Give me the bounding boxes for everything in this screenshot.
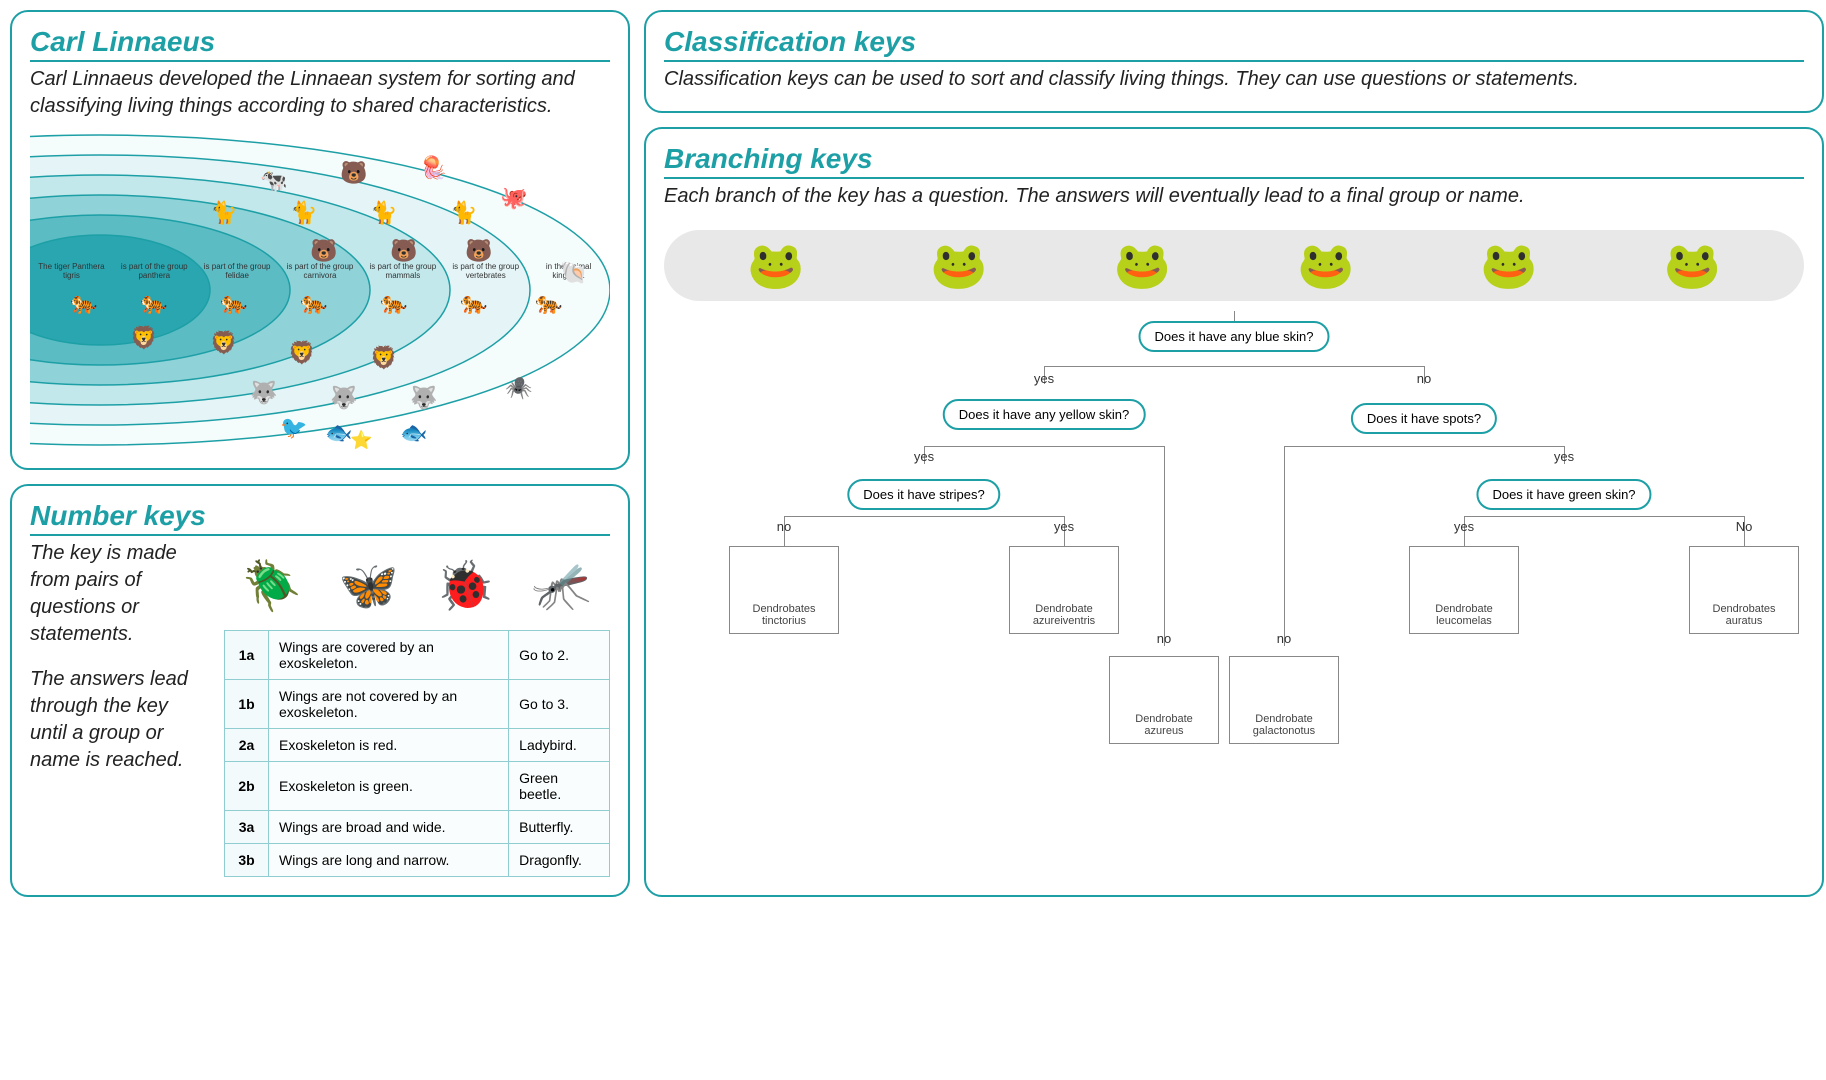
ans-no: no: [1417, 371, 1431, 386]
numkeys-body2: The answers lead through the key until a…: [30, 666, 210, 774]
bear-icon: 🐻: [465, 238, 492, 264]
class-keys-card: Classification keys Classification keys …: [644, 10, 1824, 113]
cat-icon: 🐈: [450, 200, 477, 226]
q-left: Does it have any yellow skin?: [943, 399, 1146, 430]
cat-icon: 🐈: [370, 200, 397, 226]
tiger-icon: 🐅: [220, 290, 247, 316]
leaf-box: Dendrobates auratus: [1689, 546, 1799, 634]
ring-label: is part of the group panthera: [113, 262, 196, 280]
frog-icon: 🐸: [930, 238, 987, 293]
table-row: 2bExoskeleton is green.Green beetle.: [225, 762, 610, 811]
ans-yes: yes: [914, 449, 934, 464]
ring-labels: The tiger Panthera tigris is part of the…: [30, 262, 610, 280]
frog-icon: 🐸: [1114, 238, 1171, 293]
tiger-icon: 🐅: [70, 290, 97, 316]
fish-icon: 🐟: [400, 420, 427, 446]
ans-yes: yes: [1554, 449, 1574, 464]
class-keys-body: Classification keys can be used to sort …: [664, 66, 1804, 93]
number-keys-title: Number keys: [30, 500, 610, 536]
insect-row: 🪲 🦋 🐞 🦟: [224, 540, 610, 630]
bird-icon: 🐦: [280, 415, 307, 441]
linnaeus-body: Carl Linnaeus developed the Linnaean sys…: [30, 66, 610, 120]
number-key-table: 1aWings are covered by an exoskeleton.Go…: [224, 630, 610, 877]
tiger-icon: 🐅: [300, 290, 327, 316]
q-rr: Does it have green skin?: [1476, 479, 1651, 510]
ans-no: no: [1277, 631, 1291, 646]
cow-icon: 🐄: [260, 168, 287, 194]
octopus-icon: 🐙: [500, 185, 527, 211]
ladybird-icon: 🐞: [435, 557, 495, 614]
ans-yes: yes: [1054, 519, 1074, 534]
branching-keys-card: Branching keys Each branch of the key ha…: [644, 127, 1824, 897]
number-keys-card: Number keys The key is made from pairs o…: [10, 484, 630, 897]
shell-icon: 🐚: [560, 260, 587, 286]
q-right: Does it have spots?: [1351, 403, 1497, 434]
q-ll: Does it have stripes?: [847, 479, 1000, 510]
class-keys-title: Classification keys: [664, 26, 1804, 62]
leaf-box: Dendrobates tinctorius: [729, 546, 839, 634]
ans-yes: yes: [1454, 519, 1474, 534]
ring-label: The tiger Panthera tigris: [30, 262, 113, 280]
branching-tree: Does it have any blue skin? yes no Does …: [664, 311, 1804, 781]
frog-icon: 🐸: [747, 238, 804, 293]
tiger-icon: 🐅: [460, 290, 487, 316]
table-row: 3bWings are long and narrow.Dragonfly.: [225, 844, 610, 877]
branching-body: Each branch of the key has a question. T…: [664, 183, 1804, 210]
bear-icon: 🐻: [310, 238, 337, 264]
table-row: 2aExoskeleton is red.Ladybird.: [225, 729, 610, 762]
ans-no: No: [1736, 519, 1753, 534]
leaf-box: Dendrobate azureus: [1109, 656, 1219, 744]
table-row: 1bWings are not covered by an exoskeleto…: [225, 680, 610, 729]
lion-icon: 🦁: [370, 345, 397, 371]
beetle-icon: 🪲: [242, 557, 302, 614]
dragonfly-icon: 🦟: [532, 557, 592, 614]
cat-icon: 🐈: [290, 200, 317, 226]
frog-icon: 🐸: [1480, 238, 1537, 293]
lion-icon: 🦁: [210, 330, 237, 356]
tiger-icon: 🐅: [380, 290, 407, 316]
ans-no: no: [1157, 631, 1171, 646]
frog-icon: 🐸: [1664, 238, 1721, 293]
linnaeus-title: Carl Linnaeus: [30, 26, 610, 62]
star-icon: ⭐: [350, 430, 372, 451]
q-root: Does it have any blue skin?: [1139, 321, 1330, 352]
linnaeus-card: Carl Linnaeus Carl Linnaeus developed th…: [10, 10, 630, 470]
tiger-icon: 🐅: [140, 290, 167, 316]
lion-icon: 🦁: [288, 340, 315, 366]
bear-icon: 🐻: [390, 238, 417, 264]
linnaeus-diagram: The tiger Panthera tigris is part of the…: [30, 130, 610, 450]
numkeys-body1: The key is made from pairs of questions …: [30, 540, 210, 648]
ring-label: is part of the group mammals: [361, 262, 444, 280]
ans-yes: yes: [1034, 371, 1054, 386]
wolf-icon: 🐺: [330, 385, 357, 411]
lion-icon: 🦁: [130, 325, 157, 351]
butterfly-icon: 🦋: [339, 557, 399, 614]
jelly-icon: 🪼: [420, 155, 447, 181]
bear-icon: 🐻: [340, 160, 367, 186]
ring-label: is part of the group felidae: [196, 262, 279, 280]
leaf-box: Dendrobate leucomelas: [1409, 546, 1519, 634]
wolf-icon: 🐺: [250, 380, 277, 406]
frog-icon: 🐸: [1297, 238, 1354, 293]
ring-label: is part of the group carnivora: [279, 262, 362, 280]
frog-row: 🐸 🐸 🐸 🐸 🐸 🐸: [664, 230, 1804, 301]
cat-icon: 🐈: [210, 200, 237, 226]
branching-title: Branching keys: [664, 143, 1804, 179]
wolf-icon: 🐺: [410, 385, 437, 411]
ring-label: is part of the group vertebrates: [444, 262, 527, 280]
leaf-box: Dendrobate azureiventris: [1009, 546, 1119, 634]
tiger-icon: 🐅: [535, 290, 562, 316]
spider-icon: 🕷️: [505, 375, 532, 401]
fish-icon: 🐟: [325, 420, 352, 446]
leaf-box: Dendrobate galactonotus: [1229, 656, 1339, 744]
ans-no: no: [777, 519, 791, 534]
table-row: 1aWings are covered by an exoskeleton.Go…: [225, 631, 610, 680]
table-row: 3aWings are broad and wide.Butterfly.: [225, 811, 610, 844]
